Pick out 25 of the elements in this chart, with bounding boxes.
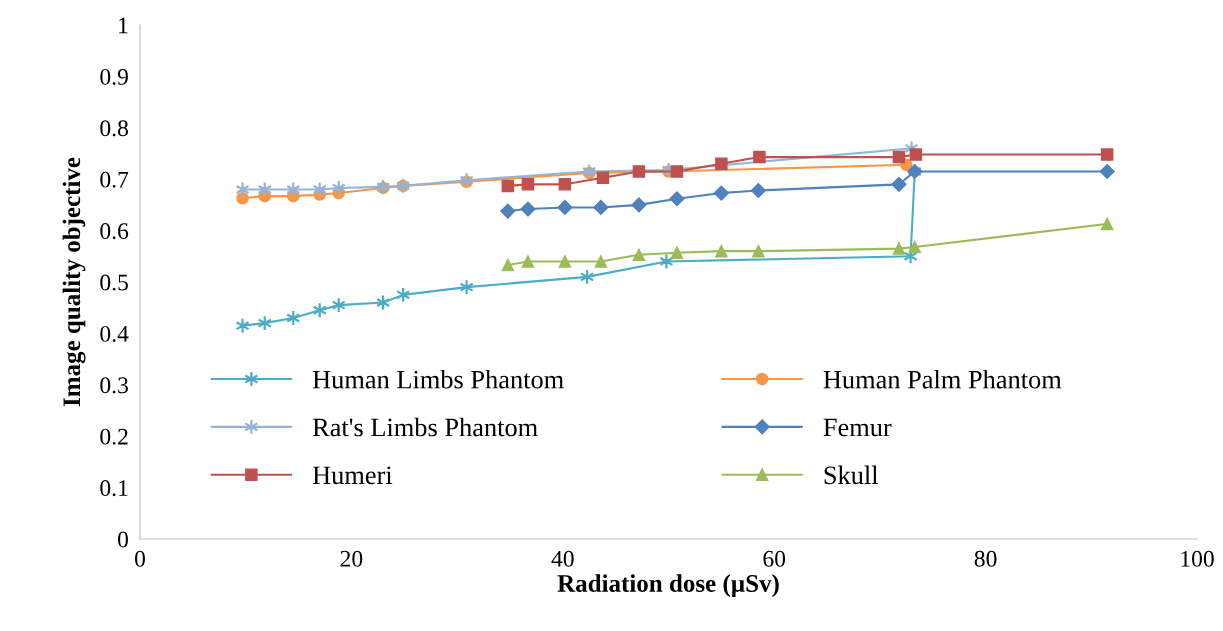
legend-label: Rat's Limbs Phantom [312, 417, 538, 437]
x-tick-label: 0 [135, 550, 145, 567]
legend-label: Human Palm Phantom [823, 369, 1062, 389]
y-tick-label: 1 [119, 17, 128, 34]
y-tick-label: 0.1 [100, 480, 128, 497]
x-tick-label: 40 [551, 550, 574, 567]
y-tick-label: 0.8 [100, 120, 128, 137]
y-tick-label: 0 [117, 531, 128, 548]
x-tick-label: 80 [974, 550, 997, 567]
x-axis-title: Radiation dose (µSv) [557, 574, 779, 597]
y-tick-label: 0.6 [100, 223, 129, 240]
x-tick-label: 100 [1181, 550, 1214, 567]
y-tick-label: 0.2 [100, 428, 128, 445]
y-tick-label: 0.3 [100, 377, 128, 394]
y-tick-label: 0.9 [100, 68, 128, 85]
y-tick-label: 0.4 [100, 325, 129, 342]
y-tick-label: 0.7 [100, 171, 129, 188]
legend-label: Humeri [312, 466, 393, 485]
legend-label: Human Limbs Phantom [312, 369, 564, 389]
legend-label: Skull [824, 465, 879, 485]
legend-label: Femur [823, 418, 892, 437]
x-tick-label: 60 [763, 550, 786, 567]
x-tick-label: 20 [340, 550, 363, 567]
y-axis-title: Image quality objective [62, 157, 86, 407]
y-tick-label: 0.5 [100, 274, 128, 291]
